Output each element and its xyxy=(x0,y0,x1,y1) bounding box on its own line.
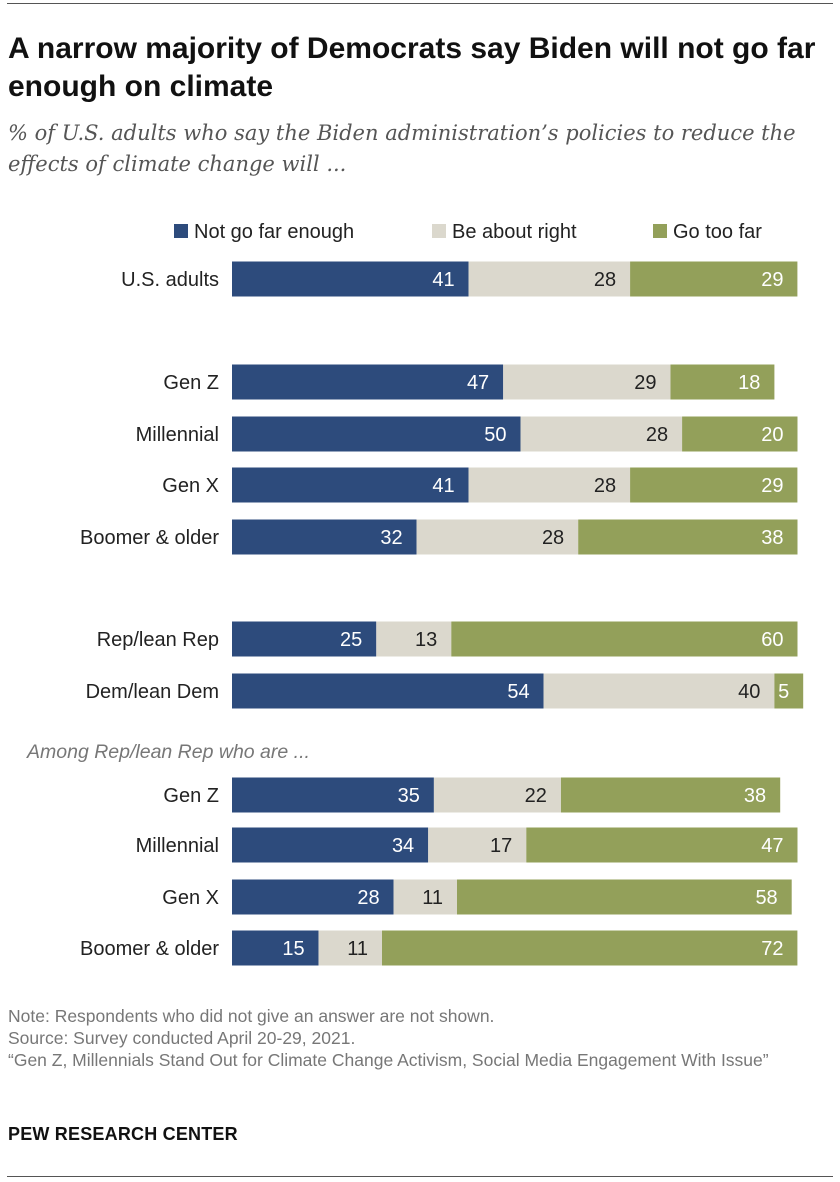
category-label: Gen Z xyxy=(163,785,219,807)
data-label: 25 xyxy=(340,629,362,651)
bar-go-too-far xyxy=(382,930,798,966)
group-label: Among Rep/lean Rep who are ... xyxy=(26,741,310,763)
bar-go-too-far xyxy=(774,673,804,709)
pew-research-center-logo: PEW RESEARCH CENTER xyxy=(8,1124,238,1144)
bar-be-about-right xyxy=(416,519,579,555)
data-label: 50 xyxy=(484,424,506,446)
bar-go-too-far xyxy=(630,261,798,297)
bar-be-about-right xyxy=(543,673,775,709)
category-label: Gen X xyxy=(162,475,219,497)
bar-not-go-far-enough xyxy=(232,930,319,966)
data-label: 20 xyxy=(761,424,783,446)
bar-not-go-far-enough xyxy=(232,261,469,297)
chart-subtitle: % of U.S. adults who say the Biden admin… xyxy=(8,121,796,176)
data-label: 17 xyxy=(490,835,512,857)
bar-not-go-far-enough xyxy=(232,777,434,813)
data-label: 28 xyxy=(542,527,564,549)
data-label: 47 xyxy=(467,372,489,394)
category-label: U.S. adults xyxy=(121,269,219,291)
bar-go-too-far xyxy=(457,879,792,915)
bar-not-go-far-enough xyxy=(232,621,377,657)
legend-swatch-not-go-far-enough xyxy=(174,224,188,238)
chart-legend: Not go far enough Be about right Go too fa… xyxy=(174,221,762,243)
note-text: Note: Respondents who did not give an an… xyxy=(8,1006,495,1026)
bar-not-go-far-enough xyxy=(232,879,394,915)
data-label: 29 xyxy=(761,269,783,291)
source-text: Source: Survey conducted April 20-29, 20… xyxy=(8,1028,356,1048)
bar-be-about-right xyxy=(503,364,671,400)
data-label: 60 xyxy=(761,629,783,651)
data-label: 29 xyxy=(761,475,783,497)
legend-swatch-be-about-right xyxy=(432,224,446,238)
data-label: 35 xyxy=(398,785,420,807)
category-label: Boomer & older xyxy=(80,938,219,960)
bar-be-about-right xyxy=(393,879,458,915)
bar-be-about-right xyxy=(468,467,631,503)
data-label: 18 xyxy=(738,372,760,394)
bar-be-about-right xyxy=(428,827,527,863)
bar-go-too-far xyxy=(578,519,798,555)
bar-go-too-far xyxy=(451,621,798,657)
data-label: 28 xyxy=(646,424,668,446)
legend-label-not-go-far-enough: Not go far enough xyxy=(194,221,354,243)
category-label: Rep/lean Rep xyxy=(97,629,219,651)
data-label: 34 xyxy=(392,835,414,857)
data-label: 54 xyxy=(507,681,529,703)
bar-go-too-far xyxy=(526,827,798,863)
bottom-rule xyxy=(7,1176,833,1177)
legend-label-go-too-far: Go too far xyxy=(673,221,762,243)
bar-not-go-far-enough xyxy=(232,364,504,400)
category-label: Millennial xyxy=(136,835,219,857)
bar-be-about-right xyxy=(376,621,452,657)
category-label: Dem/lean Dem xyxy=(86,681,219,703)
data-label: 15 xyxy=(282,938,304,960)
category-label: Gen Z xyxy=(163,372,219,394)
data-label: 40 xyxy=(738,681,760,703)
bar-not-go-far-enough xyxy=(232,467,469,503)
data-label: 28 xyxy=(594,475,616,497)
report-title: “Gen Z, Millennials Stand Out for Climat… xyxy=(8,1050,769,1070)
data-label: 28 xyxy=(594,269,616,291)
legend-label-be-about-right: Be about right xyxy=(452,221,577,243)
data-label: 22 xyxy=(525,785,547,807)
chart-bars: Among Rep/lean Rep who are ... U.S. adult… xyxy=(26,261,804,966)
bar-not-go-far-enough xyxy=(232,416,521,452)
bar-be-about-right xyxy=(468,261,631,297)
data-label: 41 xyxy=(432,269,454,291)
category-label: Boomer & older xyxy=(80,527,219,549)
category-label: Millennial xyxy=(136,424,219,446)
data-label: 41 xyxy=(432,475,454,497)
data-label: 32 xyxy=(380,527,402,549)
bar-go-too-far xyxy=(560,777,781,813)
data-label: 28 xyxy=(357,887,379,909)
category-label: Gen X xyxy=(162,887,219,909)
chart-notes: Note: Respondents who did not give an an… xyxy=(8,1005,828,1071)
data-label: 38 xyxy=(744,785,766,807)
data-label: 38 xyxy=(761,527,783,549)
data-label: 72 xyxy=(761,938,783,960)
bar-go-too-far xyxy=(682,416,798,452)
bar-go-too-far xyxy=(670,364,775,400)
bar-go-too-far xyxy=(630,467,798,503)
bar-not-go-far-enough xyxy=(232,673,544,709)
data-label: 29 xyxy=(634,372,656,394)
bar-be-about-right xyxy=(318,930,383,966)
data-label: 11 xyxy=(422,887,443,909)
stacked-bar-chart: Not go far enough Be about right Go too fa… xyxy=(26,221,804,966)
bar-be-about-right xyxy=(520,416,683,452)
data-label: 58 xyxy=(755,887,777,909)
legend-swatch-go-too-far xyxy=(653,224,667,238)
bar-be-about-right xyxy=(433,777,561,813)
bar-not-go-far-enough xyxy=(232,519,417,555)
data-label: 13 xyxy=(415,629,437,651)
data-label: 5 xyxy=(778,681,789,703)
data-label: 11 xyxy=(347,938,368,960)
bar-not-go-far-enough xyxy=(232,827,429,863)
top-rule xyxy=(7,3,833,4)
data-label: 47 xyxy=(761,835,783,857)
chart-title: A narrow majority of Democrats say Biden… xyxy=(8,32,816,103)
